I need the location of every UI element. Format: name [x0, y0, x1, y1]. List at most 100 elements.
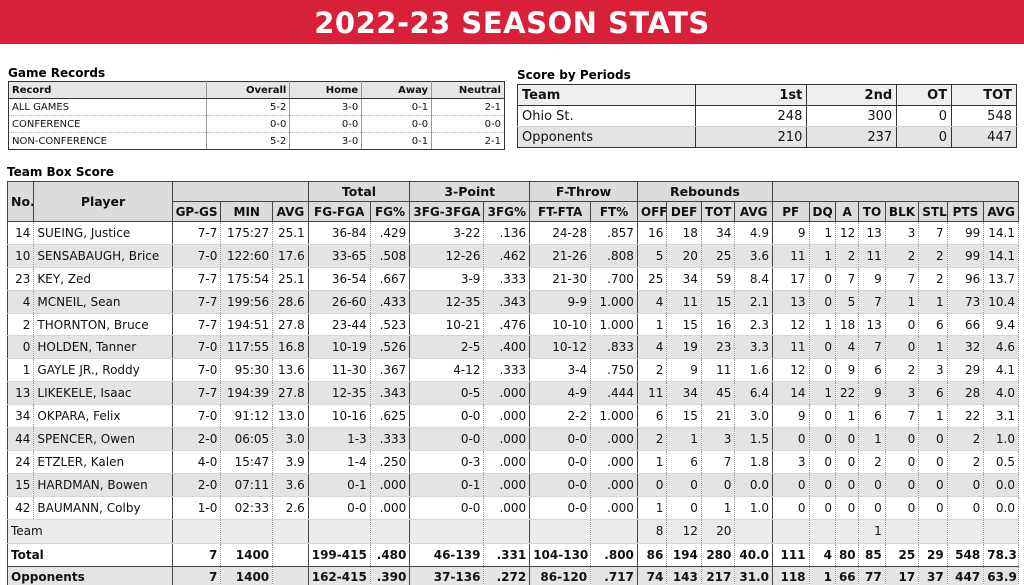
team-stat-cell: [835, 519, 860, 544]
player-row: 1 GAYLE JR., Roddy 7-0 95:30 13.6 11-30.367 4-…: [6, 358, 1019, 383]
stat-cell: 25: [637, 267, 668, 291]
game-records-cell: 0-0: [206, 115, 291, 133]
stat-cell: .000: [370, 473, 411, 497]
stat-cell: 14.1: [983, 244, 1019, 268]
summary-cell: 17: [885, 566, 920, 585]
group-three-point: 3-Point: [409, 181, 531, 202]
stat-cell: 1.6: [734, 358, 773, 383]
score-by-periods-table: Team 1st 2nd OT TOT Ohio St. 248 300 0 548 Oppone…: [517, 84, 1017, 148]
team-stat-cell: 20: [701, 519, 736, 544]
team-stat-cell: [220, 519, 274, 544]
stat-cell: 12: [772, 358, 810, 383]
team-stat-cell: 12: [666, 519, 702, 544]
stat-cell: 6: [918, 381, 948, 406]
group-total: Total: [307, 181, 411, 202]
summary-cell: 86-120: [529, 566, 592, 585]
stat-cell: .250: [370, 450, 411, 474]
stat-cell: 17: [772, 267, 810, 291]
player-name: MCNEIL, Sean: [33, 290, 173, 314]
stat-cell: .476: [483, 313, 531, 337]
stat-cell: 4.9: [734, 221, 773, 245]
stat-cell: 14: [6, 221, 35, 245]
summary-cell: 7: [172, 566, 222, 585]
stat-cell: 34: [666, 267, 702, 291]
stat-cell: 0: [918, 427, 948, 451]
stat-cell: 10-10: [529, 313, 592, 337]
stat-cell: 12: [835, 221, 860, 245]
player-row: 14 SUEING, Justice 7-7 175:27 25.1 36-84.429 3…: [6, 221, 1019, 245]
stat-cell: 194:39: [220, 381, 274, 406]
team-stat-cell: 8: [637, 519, 668, 544]
total-row: Total 7 1400 199-415.480 46-139.331 104-130.8…: [7, 543, 1019, 567]
stat-cell: 5: [637, 244, 668, 268]
stat-cell: 22: [835, 381, 860, 406]
stat-cell: 23-44: [308, 313, 371, 337]
score-periods-cell: 0: [896, 126, 953, 148]
stat-cell: 1.8: [734, 450, 773, 474]
stat-cell: .462: [483, 244, 531, 268]
stat-cell: 4: [637, 290, 668, 314]
player-row: 15 HARDMAN, Bowen 2-0 07:11 3.6 0-1.000 0-1.00…: [6, 473, 1019, 497]
stat-cell: 23: [6, 267, 35, 291]
stat-cell: 7: [858, 335, 886, 360]
player-name: SPENCER, Owen: [33, 427, 173, 451]
stat-cell: 73: [947, 290, 985, 314]
stat-cell: 13.7: [983, 267, 1019, 291]
stat-cell: .000: [483, 450, 531, 474]
stat-cell: 0: [858, 473, 886, 497]
stat-cell: 91:12: [220, 404, 274, 429]
stat-cell: 0-1: [409, 473, 485, 497]
box-col-header: A: [834, 201, 860, 222]
player-name: SUEING, Justice: [33, 221, 173, 245]
team-stat-cell: [983, 519, 1019, 544]
stat-cell: 15: [701, 290, 736, 314]
stat-cell: 0: [835, 496, 860, 520]
stat-cell: 0: [858, 496, 886, 520]
player-name: HOLDEN, Tanner: [33, 335, 173, 360]
stat-cell: 4-12: [409, 358, 485, 383]
team-stat-cell: [483, 519, 531, 544]
summary-cell: [272, 543, 309, 567]
summary-cell: 74: [637, 566, 668, 585]
player-name: LIKEKELE, Isaac: [33, 381, 173, 406]
score-periods-cell: 210: [695, 126, 808, 148]
box-col-header: TO: [858, 201, 886, 222]
stat-cell: 66: [947, 313, 985, 337]
stat-cell: 14: [772, 381, 810, 406]
stat-cell: 15: [666, 313, 702, 337]
summary-cell: 31.0: [734, 566, 773, 585]
summary-cell: .480: [370, 543, 411, 567]
stat-cell: .000: [483, 473, 531, 497]
stat-cell: 0: [885, 313, 920, 337]
summary-cell: 104-130: [529, 543, 592, 567]
summary-cell: 1400: [220, 543, 274, 567]
game-records-cell: ALL GAMES: [8, 98, 207, 116]
stat-cell: .833: [590, 335, 638, 360]
box-col-header: STL: [918, 201, 948, 222]
stat-cell: 175:27: [220, 221, 274, 245]
stat-cell: 4-9: [529, 381, 592, 406]
stat-cell: 12-35: [308, 381, 371, 406]
col-no: No.: [6, 181, 35, 222]
stat-cell: 0-0: [529, 450, 592, 474]
stat-cell: 6: [858, 358, 886, 383]
stat-cell: 1: [858, 427, 886, 451]
player-row: 42 BAUMANN, Colby 1-0 02:33 2.6 0-0.000 0-0.00…: [6, 496, 1019, 520]
team-stat-cell: [172, 519, 222, 544]
stat-cell: 1: [809, 313, 836, 337]
summary-cell: 111: [772, 543, 810, 567]
score-periods-cell: 300: [806, 105, 898, 127]
summary-cell: 118: [772, 566, 810, 585]
summary-cell: .272: [483, 566, 531, 585]
game-records-cell: 0-1: [361, 132, 433, 150]
stat-cell: 0: [809, 290, 836, 314]
box-col-header: BLK: [884, 201, 920, 222]
stat-cell: .700: [590, 267, 638, 291]
stat-cell: 0: [885, 496, 920, 520]
summary-cell: 447: [947, 566, 985, 585]
stat-cell: 3-9: [409, 267, 485, 291]
game-records-cell: CONFERENCE: [8, 115, 207, 133]
score-periods-header: 1st: [695, 84, 808, 106]
box-col-header: TOT: [700, 201, 736, 222]
stat-cell: 34: [6, 404, 35, 429]
